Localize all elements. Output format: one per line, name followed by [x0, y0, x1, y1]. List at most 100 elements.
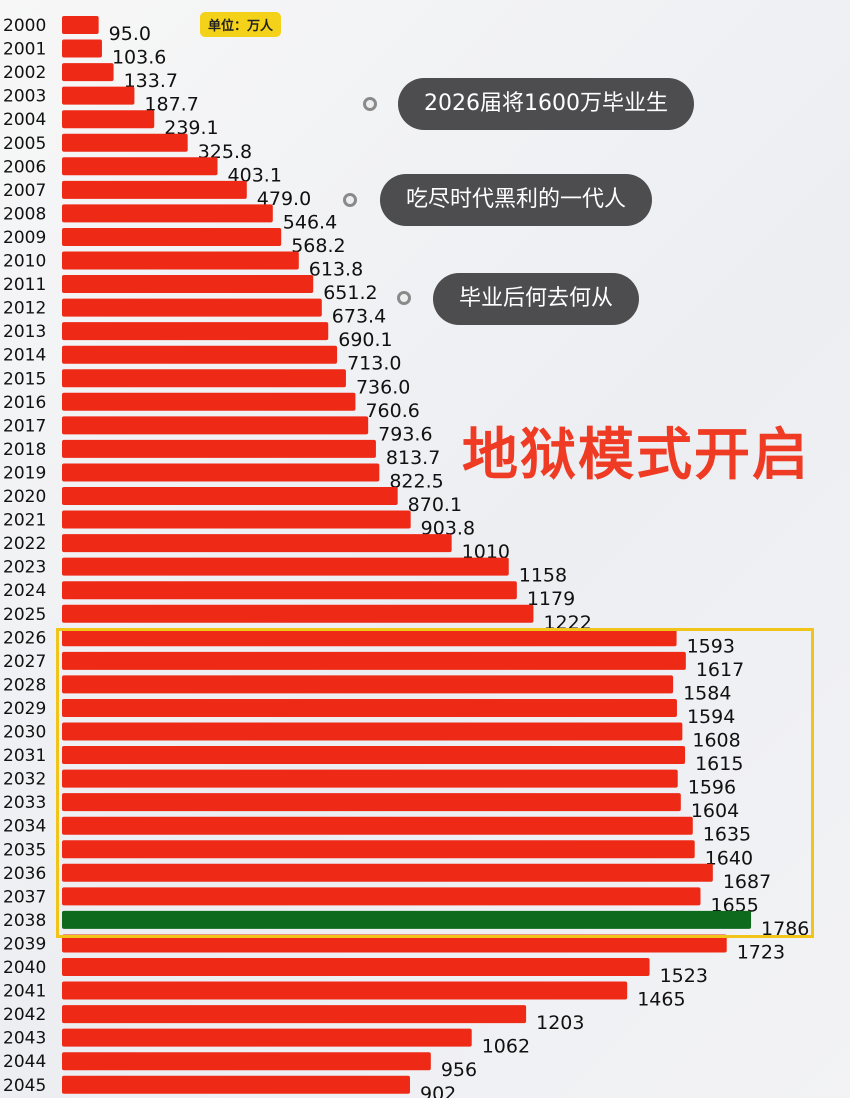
value-label-2021: 903.8 [421, 518, 475, 540]
callout-bubble-graduates: 2026届将1600万毕业生 [398, 78, 694, 130]
bullet-dot-icon [343, 193, 357, 207]
bar-2012 [62, 298, 322, 317]
year-label-2002: 2002 [3, 63, 46, 83]
value-label-2039: 1723 [737, 941, 785, 963]
bar-2025 [62, 604, 534, 623]
bar-2038 [62, 910, 752, 929]
bar-2037 [62, 887, 701, 906]
year-label-2014: 2014 [3, 346, 46, 366]
bar-2043 [62, 1028, 472, 1047]
value-label-2003: 187.7 [144, 94, 198, 116]
year-label-2024: 2024 [3, 581, 46, 601]
bar-2010 [62, 251, 299, 270]
bar-2021 [62, 510, 411, 529]
year-label-2035: 2035 [3, 840, 46, 860]
bar-2044 [62, 1052, 431, 1071]
value-label-2015: 736.0 [356, 376, 410, 398]
bar-2001 [62, 39, 102, 58]
bar-2019 [62, 463, 380, 482]
year-label-2040: 2040 [3, 958, 46, 978]
value-label-2031: 1615 [695, 753, 743, 775]
value-label-2012: 673.4 [332, 306, 386, 328]
bar-2036 [62, 863, 713, 882]
value-label-2035: 1640 [705, 847, 753, 869]
bar-2030 [62, 722, 683, 741]
bar-2005 [62, 133, 188, 152]
year-label-2043: 2043 [3, 1029, 46, 1049]
year-label-2042: 2042 [3, 1005, 46, 1025]
bar-2015 [62, 369, 346, 388]
year-label-2028: 2028 [3, 675, 46, 695]
year-label-2020: 2020 [3, 487, 46, 507]
year-label-2004: 2004 [3, 110, 46, 130]
value-label-2026: 1593 [687, 635, 735, 657]
value-label-2043: 1062 [482, 1036, 530, 1058]
bar-2024 [62, 581, 517, 600]
bar-2034 [62, 816, 693, 835]
callout-bubble-future: 毕业后何去何从 [433, 273, 640, 325]
bar-2026 [62, 628, 677, 647]
year-label-2003: 2003 [3, 87, 46, 107]
year-label-2036: 2036 [3, 864, 46, 884]
bar-2035 [62, 840, 695, 859]
year-label-2032: 2032 [3, 770, 46, 790]
value-label-2008: 546.4 [283, 211, 337, 233]
bar-2009 [62, 227, 282, 246]
value-label-2000: 95.0 [109, 23, 151, 45]
value-label-2007: 479.0 [257, 188, 311, 210]
year-label-2017: 2017 [3, 416, 46, 436]
year-label-2000: 2000 [3, 16, 46, 36]
callout-bubble-generation: 吃尽时代黑利的一代人 [380, 174, 653, 226]
year-label-2041: 2041 [3, 982, 46, 1002]
value-label-2028: 1584 [683, 682, 731, 704]
bar-2020 [62, 487, 398, 505]
bar-2003 [62, 86, 135, 105]
year-label-2037: 2037 [3, 887, 46, 907]
year-label-2022: 2022 [3, 534, 46, 554]
bar-2007 [62, 180, 247, 199]
value-label-2002: 133.7 [124, 70, 178, 92]
year-label-2031: 2031 [3, 746, 46, 766]
value-label-2010: 613.8 [309, 259, 363, 281]
bar-2006 [62, 157, 218, 176]
bar-2033 [62, 793, 681, 812]
value-label-2027: 1617 [696, 659, 744, 681]
year-label-2019: 2019 [3, 463, 46, 483]
value-label-2029: 1594 [687, 706, 735, 728]
value-label-2044: 956 [441, 1059, 477, 1081]
bar-2045 [62, 1075, 410, 1094]
bar-2008 [62, 204, 273, 223]
value-label-2034: 1635 [703, 824, 751, 846]
bullet-dot-icon [363, 97, 377, 111]
value-label-2036: 1687 [723, 871, 771, 893]
bar-2023 [62, 557, 509, 576]
bar-2016 [62, 392, 356, 411]
bar-2041 [62, 981, 628, 1000]
year-label-2011: 2011 [3, 275, 46, 295]
year-label-2015: 2015 [3, 369, 46, 389]
year-label-2044: 2044 [3, 1052, 46, 1072]
year-label-2039: 2039 [3, 934, 46, 954]
year-label-2001: 2001 [3, 40, 46, 60]
year-label-2026: 2026 [3, 628, 46, 648]
year-label-2033: 2033 [3, 793, 46, 813]
year-label-2008: 2008 [3, 204, 46, 224]
bar-2013 [62, 322, 329, 341]
year-label-2006: 2006 [3, 157, 46, 177]
value-label-2018: 813.7 [386, 447, 440, 469]
bar-2029 [62, 698, 677, 717]
bar-2031 [62, 746, 686, 765]
value-label-2022: 1010 [462, 541, 510, 563]
year-label-2016: 2016 [3, 393, 46, 413]
year-label-2027: 2027 [3, 652, 46, 672]
value-label-2001: 103.6 [112, 47, 166, 69]
bar-2042 [62, 1005, 527, 1024]
value-label-2040: 1523 [660, 965, 708, 987]
value-label-2038: 1786 [761, 918, 809, 940]
year-label-2009: 2009 [3, 228, 46, 248]
year-label-2034: 2034 [3, 817, 46, 837]
year-label-2025: 2025 [3, 605, 46, 625]
bar-2002 [62, 63, 114, 82]
value-label-2042: 1203 [536, 1012, 584, 1034]
